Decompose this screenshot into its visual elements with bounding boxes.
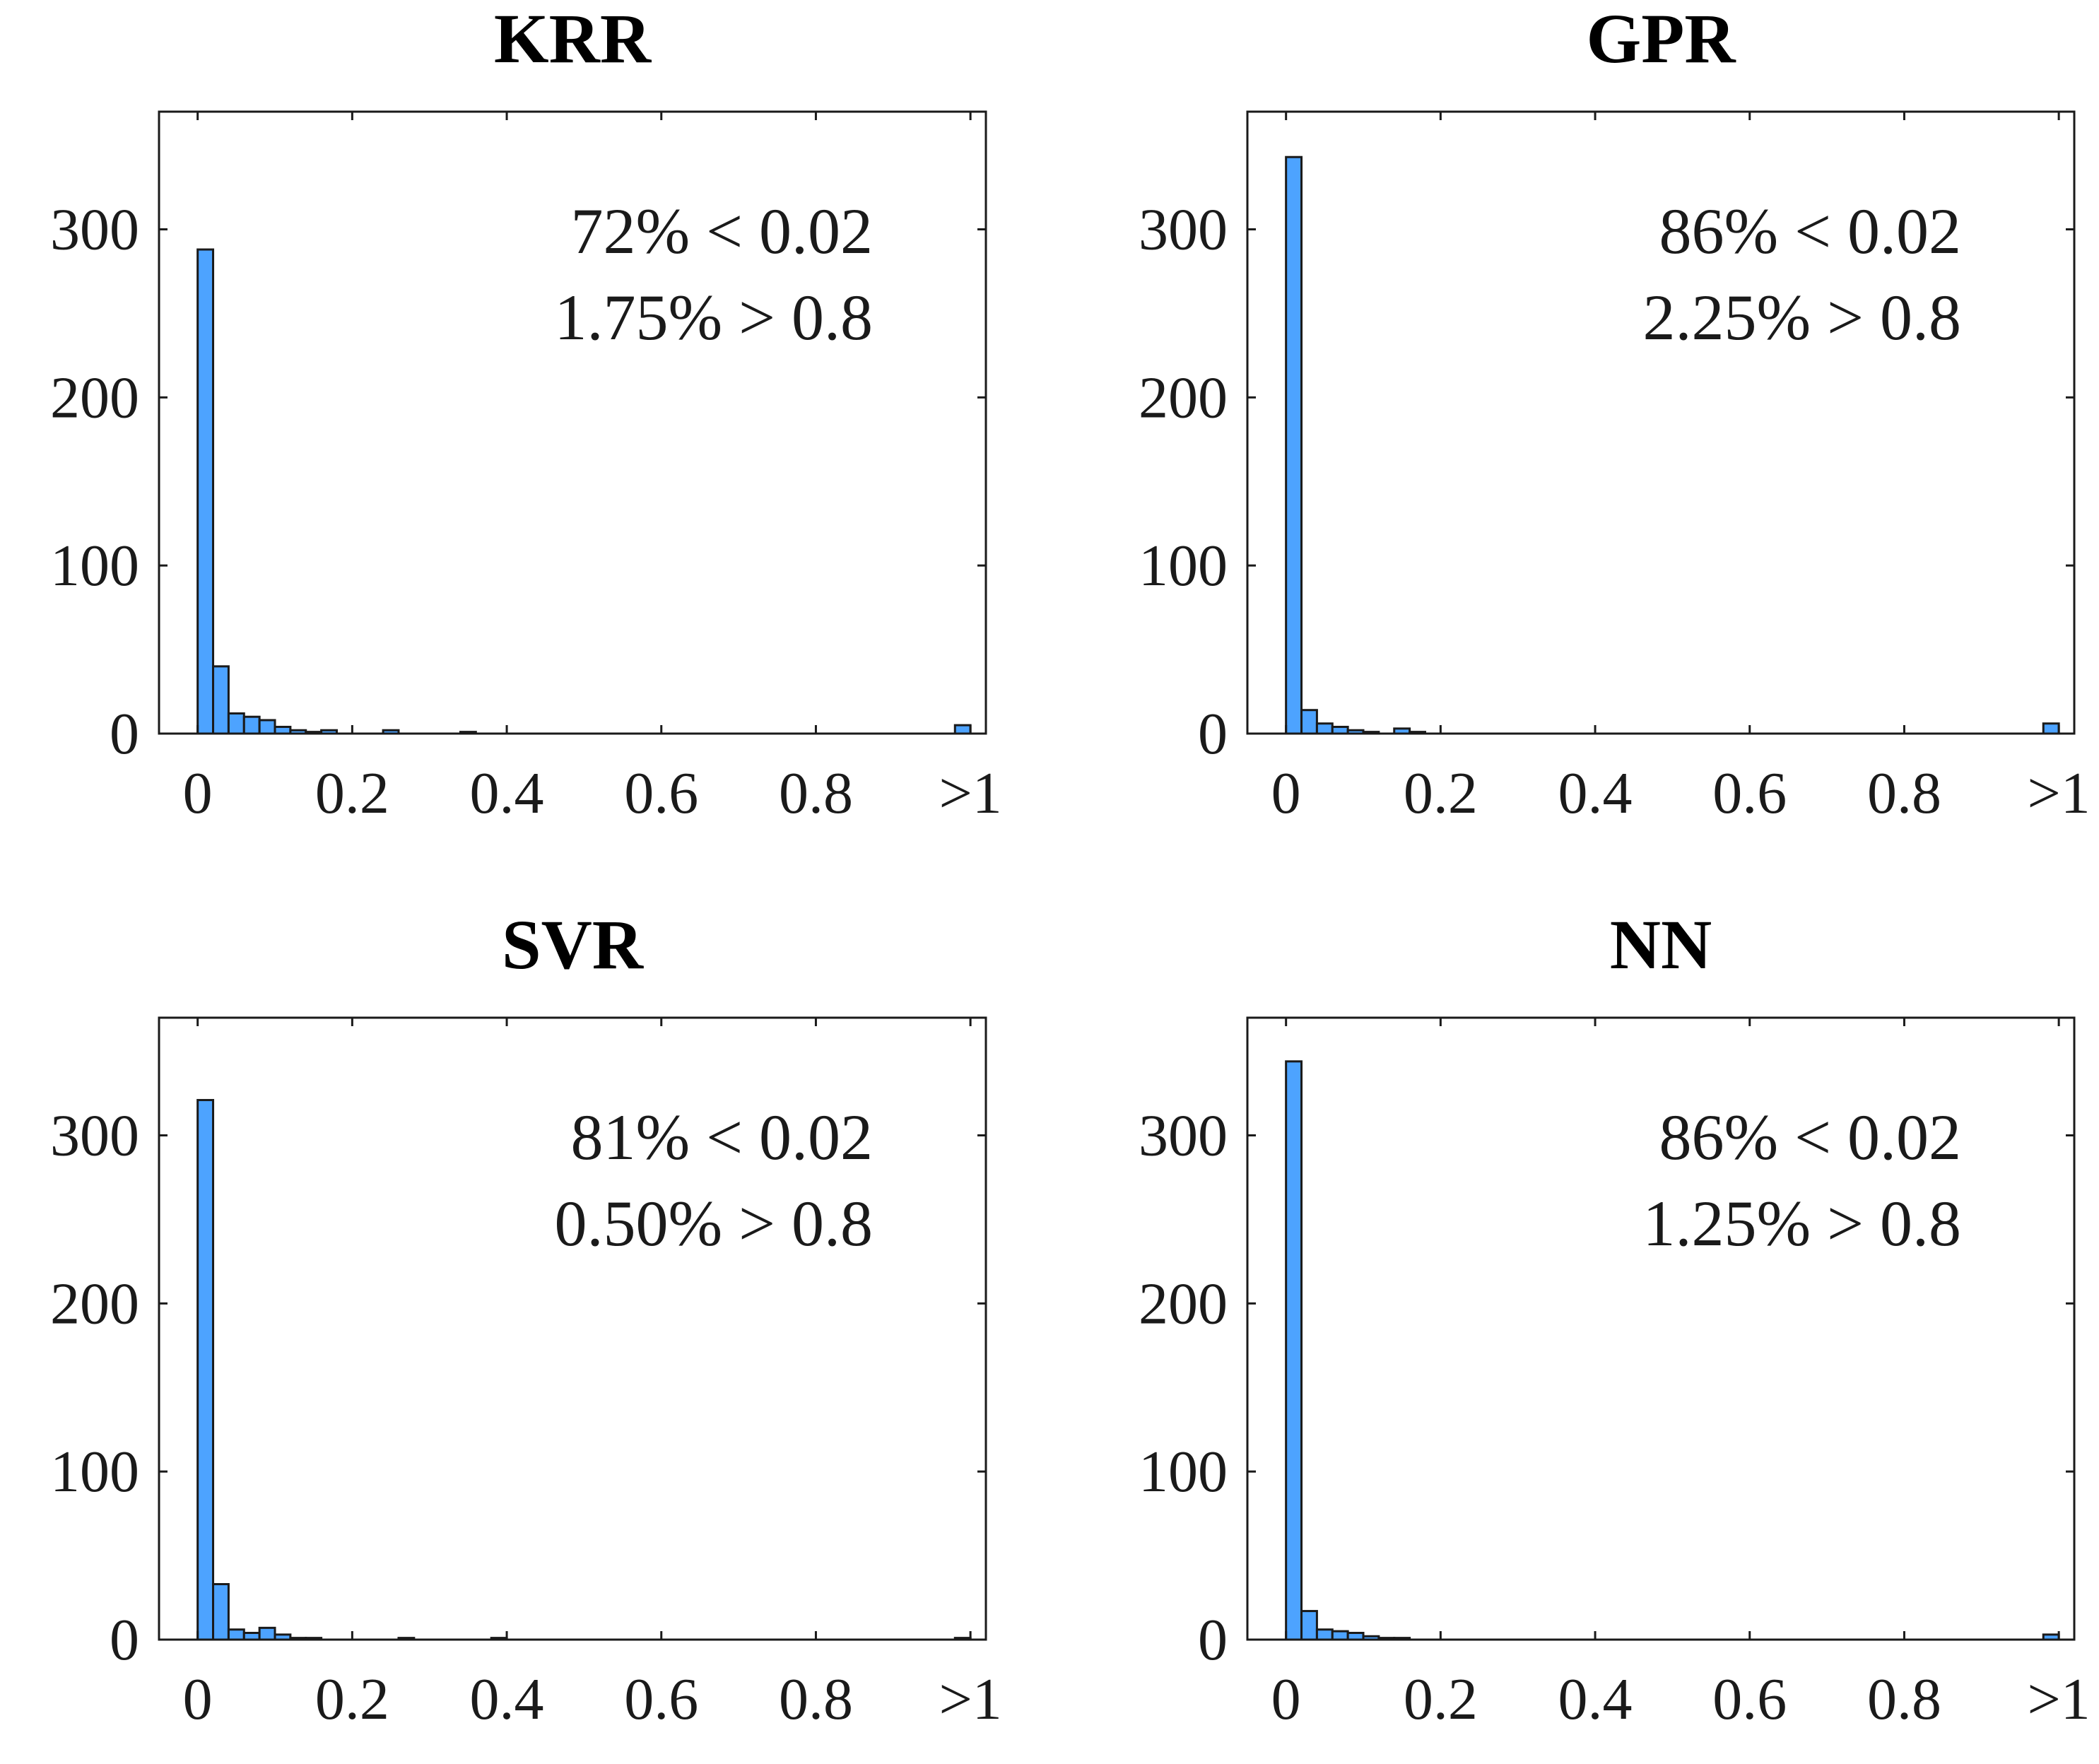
plot-frame <box>158 110 987 735</box>
annotation-line-2: 1.25% > 0.8 <box>1642 1187 1961 1259</box>
axis-ticks-group: 0 100 200 300 0 0.2 0.4 0.6 0.8 >1 <box>50 1018 1002 1732</box>
axis-ticks-group: 0 100 200 300 0 0.2 0.4 0.6 0.8 >1 <box>1139 112 2091 826</box>
y-tick-label: 200 <box>50 365 139 430</box>
histogram-bar <box>258 719 276 735</box>
y-tick-label: 100 <box>50 533 139 599</box>
y-tick-label: 0 <box>110 1607 139 1673</box>
plot-frame <box>158 1016 987 1641</box>
x-tick-label: 0.2 <box>1404 1666 1478 1732</box>
x-tick-label: 0 <box>183 760 213 826</box>
x-tick-label: 0.6 <box>1712 760 1787 826</box>
panel-gpr: GPR 0 100 200 300 0 0.2 0.4 0.6 0.8 >1 86% < 0.02… <box>1139 0 2091 826</box>
x-tick-label: 0.6 <box>624 1666 698 1732</box>
annotation-line-1: 72% < 0.02 <box>570 195 873 267</box>
panel-title: GPR <box>1586 0 1736 78</box>
y-tick-label: 100 <box>1139 533 1228 599</box>
y-tick-label: 300 <box>50 196 139 262</box>
histogram-bar <box>953 724 972 735</box>
y-tick-label: 200 <box>1139 365 1228 430</box>
y-tick-label: 200 <box>1139 1271 1228 1336</box>
y-tick-label: 0 <box>110 701 139 767</box>
x-tick-label: 0 <box>183 1666 213 1732</box>
histogram-bar <box>196 1099 215 1641</box>
x-tick-label: 0.4 <box>470 760 544 826</box>
x-tick-label: 0.2 <box>1404 760 1478 826</box>
x-tick-label: 0 <box>1271 760 1301 826</box>
histogram-bar <box>1300 709 1318 735</box>
annotation-line-1: 86% < 0.02 <box>1659 1101 1961 1173</box>
histogram-bar <box>1315 1628 1334 1641</box>
x-tick-label: 0.2 <box>315 760 389 826</box>
y-tick-label: 0 <box>1198 701 1228 767</box>
x-tick-label: 0.8 <box>779 760 853 826</box>
x-tick-label: 0.4 <box>1558 760 1633 826</box>
panel-title: NN <box>1610 905 1712 984</box>
bars-group <box>196 248 972 735</box>
histogram-bar <box>242 715 261 735</box>
x-tick-label: >1 <box>2027 760 2090 826</box>
y-tick-label: 100 <box>1139 1439 1228 1505</box>
y-tick-label: 100 <box>50 1439 139 1505</box>
x-tick-label: >1 <box>939 760 1001 826</box>
x-tick-label: >1 <box>2027 1666 2090 1732</box>
histogram-bar <box>1315 722 1334 735</box>
bars-group <box>196 1099 972 1641</box>
histogram-bar <box>227 1628 245 1641</box>
panel-krr: KRR 0 100 200 300 0 0.2 0.4 0.6 0.8 >1 72% < 0.02… <box>50 0 1002 826</box>
x-tick-label: 0.6 <box>624 760 698 826</box>
panel-svr: SVR 0 100 200 300 0 0.2 0.4 0.6 0.8 >1 81% < 0.02… <box>50 905 1002 1732</box>
x-tick-label: 0.6 <box>1712 1666 1787 1732</box>
x-tick-label: 0.2 <box>315 1666 389 1732</box>
panel-title: KRR <box>494 0 652 78</box>
histogram-bar <box>2042 722 2060 735</box>
y-tick-label: 300 <box>1139 1102 1228 1168</box>
plot-frame <box>1246 1016 2076 1641</box>
annotation-line-2: 1.75% > 0.8 <box>554 281 873 353</box>
histogram-bar <box>1285 1060 1303 1641</box>
histogram-bar <box>212 665 230 735</box>
histogram-bar <box>1285 155 1303 735</box>
axis-ticks-group: 0 100 200 300 0 0.2 0.4 0.6 0.8 >1 <box>50 112 1002 826</box>
x-tick-label: 0.8 <box>779 1666 853 1732</box>
plot-frame <box>1246 110 2076 735</box>
axis-ticks-group: 0 100 200 300 0 0.2 0.4 0.6 0.8 >1 <box>1139 1018 2091 1732</box>
x-tick-label: >1 <box>939 1666 1001 1732</box>
histogram-bar <box>227 712 245 735</box>
x-tick-label: 0 <box>1271 1666 1301 1732</box>
x-tick-label: 0.4 <box>1558 1666 1633 1732</box>
y-tick-label: 300 <box>1139 196 1228 262</box>
x-tick-label: 0.4 <box>470 1666 544 1732</box>
y-tick-label: 300 <box>50 1102 139 1168</box>
panel-title: SVR <box>502 905 645 984</box>
y-tick-label: 200 <box>50 1271 139 1336</box>
histogram-bar <box>1300 1610 1318 1641</box>
histogram-bar <box>1331 1630 1349 1641</box>
annotation-line-1: 86% < 0.02 <box>1659 195 1961 267</box>
annotation-line-2: 0.50% > 0.8 <box>554 1187 873 1259</box>
x-tick-label: 0.8 <box>1867 1666 1941 1732</box>
annotation-line-2: 2.25% > 0.8 <box>1642 281 1961 353</box>
histogram-bar <box>258 1626 276 1641</box>
y-tick-label: 0 <box>1198 1607 1228 1673</box>
histogram-bar <box>196 248 215 735</box>
x-tick-label: 0.8 <box>1867 760 1941 826</box>
annotation-line-1: 81% < 0.02 <box>570 1101 873 1173</box>
histogram-bar <box>212 1583 230 1641</box>
